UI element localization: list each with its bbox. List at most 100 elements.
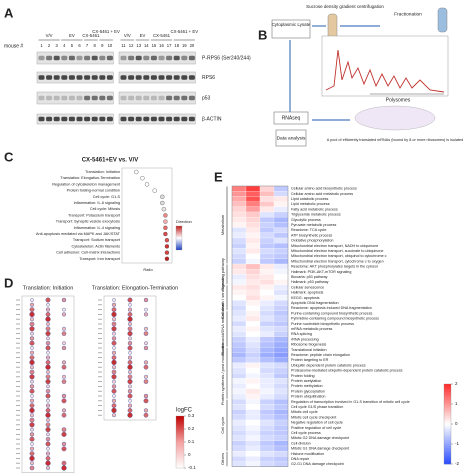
heatmap-cell xyxy=(273,185,289,192)
dot xyxy=(45,441,51,447)
scale-segment xyxy=(444,426,451,429)
row-label: Pyruvate metabolic process xyxy=(291,223,336,227)
dot xyxy=(127,345,133,351)
heatmap-cell xyxy=(259,461,275,467)
blot-band xyxy=(181,95,188,101)
blot-band xyxy=(143,95,150,101)
heatmap-cell xyxy=(273,196,289,202)
dot xyxy=(29,336,35,341)
heatmap-cell xyxy=(245,399,261,405)
blot-band xyxy=(84,75,91,80)
heatmap-cell xyxy=(259,269,275,275)
heatmap-cell xyxy=(245,373,261,379)
heatmap-cell xyxy=(231,347,247,353)
row-label: Protein ubiquitination xyxy=(291,395,325,399)
dot xyxy=(127,364,133,370)
heatmap-cell xyxy=(273,253,289,259)
row-label: Cell cycle process xyxy=(291,431,321,435)
heatmap-cell xyxy=(231,222,247,228)
heatmap-cell xyxy=(245,300,261,306)
heatmap-cell xyxy=(231,367,247,374)
heatmap-cell xyxy=(231,295,247,301)
fractionation-label: Fractionation xyxy=(394,11,422,17)
dot xyxy=(111,307,117,312)
heatmap-cell xyxy=(231,357,247,363)
blot-band xyxy=(181,55,188,61)
row-label: Reactome: TCA cycle xyxy=(291,228,326,232)
blot-band xyxy=(166,95,173,101)
heatmap-cell xyxy=(231,211,247,218)
heatmap-cell xyxy=(231,341,247,348)
dot xyxy=(111,398,117,403)
heatmap-cell xyxy=(259,430,275,436)
blot-band xyxy=(53,75,60,80)
analysis-label: Data analysis xyxy=(277,135,306,141)
heatmap-cell xyxy=(245,419,261,426)
row-label: mRNA metabolic process xyxy=(291,327,333,331)
heatmap-cell xyxy=(273,269,289,275)
dot xyxy=(30,394,34,398)
dot xyxy=(112,365,116,370)
box xyxy=(275,129,307,147)
blot-row-label: β-ACTIN xyxy=(202,116,222,122)
heatmap-cell xyxy=(273,419,289,426)
heatmap-cell xyxy=(259,274,275,280)
lysate-label: Cytoplasmic Lysate xyxy=(272,22,311,27)
dot xyxy=(111,407,117,414)
blot-band xyxy=(61,75,68,80)
heatmap-cell xyxy=(273,357,289,363)
blot-band xyxy=(135,116,142,122)
group-label: EV xyxy=(140,33,146,38)
heatmap-cell xyxy=(231,310,247,317)
dot xyxy=(128,350,132,355)
heatmap-cell xyxy=(273,211,289,218)
dot xyxy=(144,341,148,346)
heatmap-cell xyxy=(245,258,261,265)
blot-band xyxy=(61,116,68,122)
blot-band xyxy=(128,116,135,122)
dot xyxy=(127,412,133,418)
dot xyxy=(46,432,50,437)
heatmap-cell xyxy=(273,445,289,452)
dot xyxy=(45,312,51,317)
box xyxy=(273,111,309,125)
blot-band xyxy=(120,95,127,101)
dot xyxy=(111,369,117,375)
heatmap-cell xyxy=(273,347,289,353)
row-label: Purine-containing compound biosynthetic … xyxy=(291,311,373,315)
heatmap-cell xyxy=(259,383,275,389)
dot xyxy=(127,408,133,413)
heatmap-cell xyxy=(273,451,289,457)
dot xyxy=(111,340,117,346)
mouse-number: 8 xyxy=(94,43,97,48)
scale-segment xyxy=(444,390,451,393)
heatmap-cell xyxy=(273,305,289,311)
profile-line xyxy=(325,49,445,93)
mouse-number: 12 xyxy=(129,43,134,48)
mouse-number: 5 xyxy=(71,43,74,48)
heatmap-cell xyxy=(273,393,289,400)
group-label: Cell cycle xyxy=(220,416,225,434)
scale-segment xyxy=(444,392,451,395)
dot xyxy=(29,455,35,462)
panel-label: D xyxy=(4,275,13,290)
heatmap-cell xyxy=(231,451,247,457)
dot xyxy=(29,307,35,312)
scale-tick-label: 0 xyxy=(455,421,458,426)
dot xyxy=(29,350,35,355)
heatmap-cell xyxy=(245,269,261,275)
dot xyxy=(30,298,34,302)
blot-band xyxy=(68,55,75,61)
blot-band xyxy=(76,95,83,101)
heatmap-cell xyxy=(259,227,275,233)
row-label: Reactome: apoptosis induced DNA fragment… xyxy=(291,306,372,310)
heatmap-cell xyxy=(273,367,289,374)
row-label: Protein targeting to ER xyxy=(291,358,329,362)
scale-segment xyxy=(444,442,451,445)
heatmap-cell xyxy=(231,243,247,249)
dot xyxy=(45,451,51,456)
row-label: Triglyceride metabolic process xyxy=(291,213,341,217)
dot xyxy=(45,345,51,351)
blot-band xyxy=(158,116,165,122)
heatmap-cell xyxy=(259,243,275,249)
